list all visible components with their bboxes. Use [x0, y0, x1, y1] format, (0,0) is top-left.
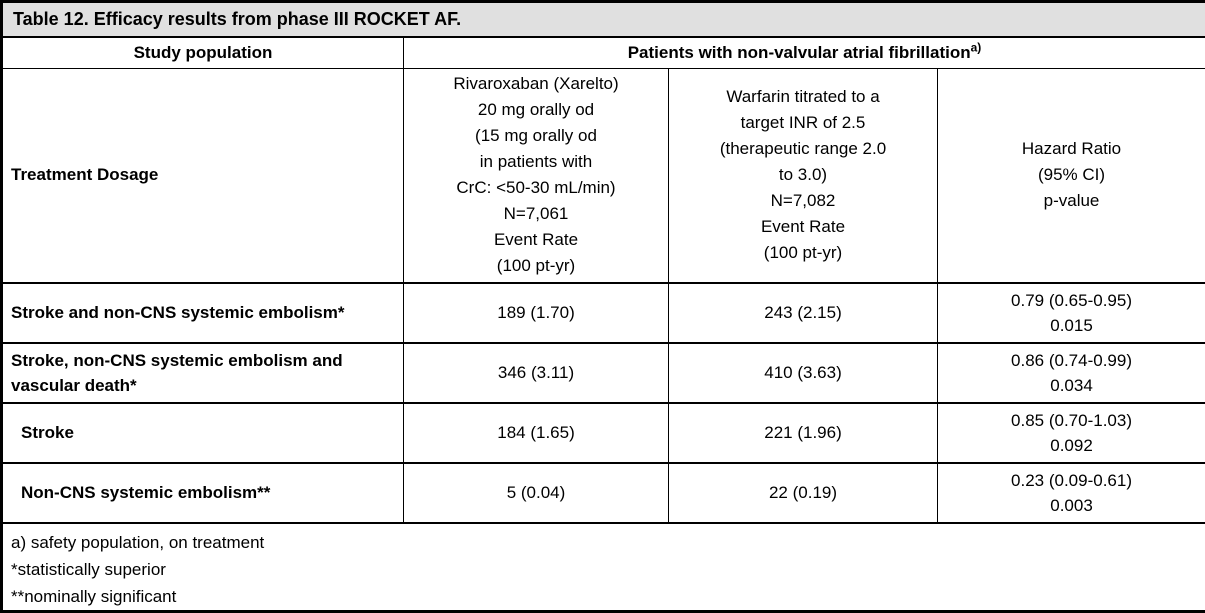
- footnotes: a) safety population, on treatment *stat…: [2, 523, 1205, 612]
- hazard-ratio-ci: 0.23 (0.09-0.61): [938, 468, 1205, 493]
- footnote-nominally-significant: **nominally significant: [11, 583, 1205, 610]
- row-label-stroke: Stroke: [2, 403, 404, 463]
- row-label-non-cns-systemic-embolism: Non-CNS systemic embolism**: [2, 463, 404, 523]
- row-label-stroke-embolism-vascular-death: Stroke, non-CNS systemic embolism and va…: [2, 343, 404, 403]
- patients-header-label: Patients with non-valvular atrial fibril…: [628, 43, 971, 62]
- warfarin-value: 410 (3.63): [669, 343, 938, 403]
- table-row: Stroke and non-CNS systemic embolism* 18…: [2, 283, 1205, 343]
- table-row: Stroke, non-CNS systemic embolism and va…: [2, 343, 1205, 403]
- p-value: 0.003: [938, 493, 1205, 518]
- rivaroxaban-value: 184 (1.65): [404, 403, 669, 463]
- warfarin-value: 243 (2.15): [669, 283, 938, 343]
- hazard-ratio-value: 0.23 (0.09-0.61) 0.003: [938, 463, 1205, 523]
- header-row-population: Study population Patients with non-valvu…: [2, 37, 1205, 69]
- footnote-safety-population: a) safety population, on treatment: [11, 529, 1205, 556]
- header-row-dosage: Treatment Dosage Rivaroxaban (Xarelto) 2…: [2, 69, 1205, 283]
- p-value: 0.092: [938, 433, 1205, 458]
- study-population-header: Study population: [2, 37, 404, 69]
- p-value: 0.015: [938, 313, 1205, 338]
- table-title: Table 12. Efficacy results from phase II…: [2, 2, 1205, 38]
- table-title-row: Table 12. Efficacy results from phase II…: [2, 2, 1205, 38]
- hazard-ratio-value: 0.85 (0.70-1.03) 0.092: [938, 403, 1205, 463]
- table-row: Stroke 184 (1.65) 221 (1.96) 0.85 (0.70-…: [2, 403, 1205, 463]
- rivaroxaban-value: 189 (1.70): [404, 283, 669, 343]
- hazard-ratio-ci: 0.79 (0.65-0.95): [938, 288, 1205, 313]
- footnote-row: a) safety population, on treatment *stat…: [2, 523, 1205, 612]
- rivaroxaban-value: 5 (0.04): [404, 463, 669, 523]
- patients-header-footnote-marker: a): [971, 40, 982, 54]
- warfarin-value: 22 (0.19): [669, 463, 938, 523]
- rivaroxaban-value: 346 (3.11): [404, 343, 669, 403]
- hazard-ratio-ci: 0.86 (0.74-0.99): [938, 348, 1205, 373]
- treatment-dosage-header: Treatment Dosage: [2, 69, 404, 283]
- hazard-ratio-column-header: Hazard Ratio (95% CI) p-value: [938, 69, 1205, 283]
- warfarin-column-header: Warfarin titrated to a target INR of 2.5…: [669, 69, 938, 283]
- p-value: 0.034: [938, 373, 1205, 398]
- patients-header: Patients with non-valvular atrial fibril…: [404, 37, 1205, 69]
- hazard-ratio-value: 0.86 (0.74-0.99) 0.034: [938, 343, 1205, 403]
- hazard-ratio-ci: 0.85 (0.70-1.03): [938, 408, 1205, 433]
- hazard-ratio-value: 0.79 (0.65-0.95) 0.015: [938, 283, 1205, 343]
- table-row: Non-CNS systemic embolism** 5 (0.04) 22 …: [2, 463, 1205, 523]
- footnote-statistically-superior: *statistically superior: [11, 556, 1205, 583]
- row-label-stroke-and-non-cns: Stroke and non-CNS systemic embolism*: [2, 283, 404, 343]
- rivaroxaban-column-header: Rivaroxaban (Xarelto) 20 mg orally od (1…: [404, 69, 669, 283]
- warfarin-value: 221 (1.96): [669, 403, 938, 463]
